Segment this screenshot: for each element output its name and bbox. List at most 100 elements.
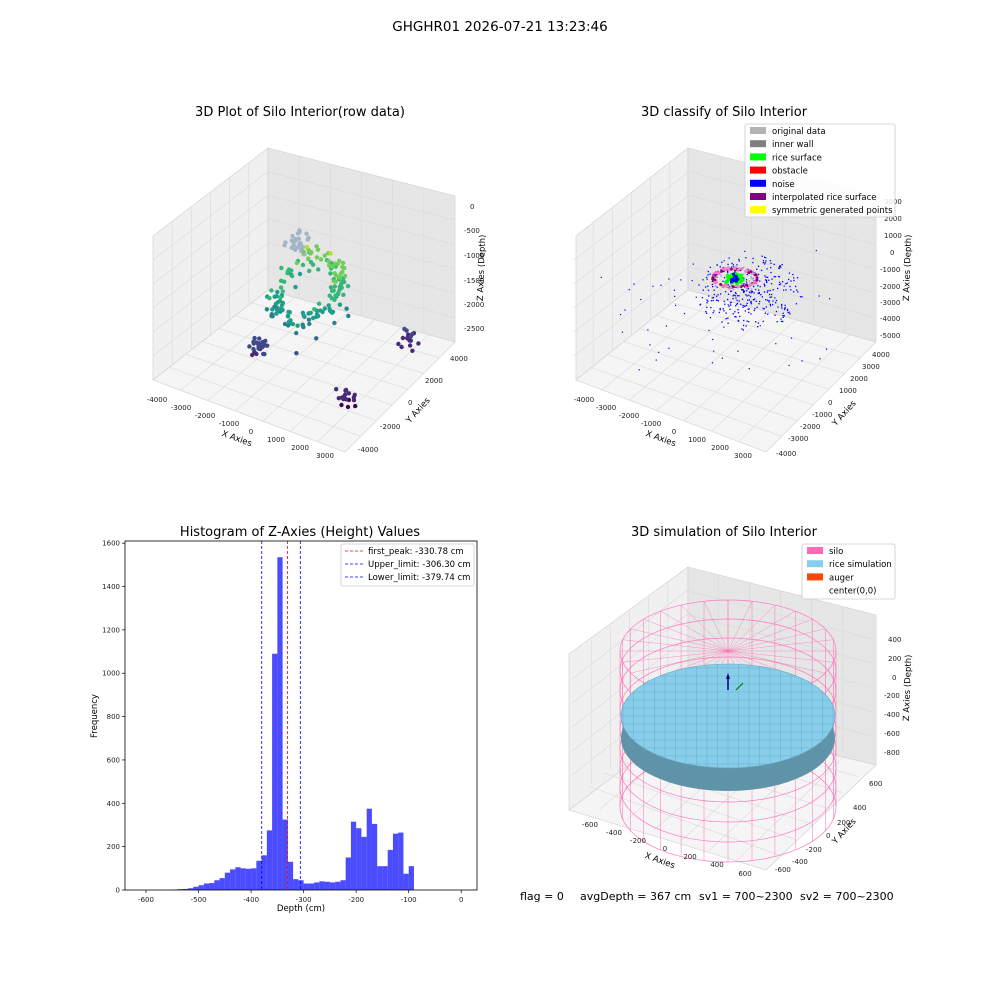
histogram-bar (251, 868, 257, 890)
histogram-bar (219, 878, 225, 890)
noise-point (766, 291, 768, 293)
noise-point (702, 289, 704, 291)
noise-point (723, 310, 725, 312)
silo-spoke (727, 639, 834, 652)
histogram-bar (240, 868, 246, 890)
original-point (750, 288, 753, 291)
data-point (296, 236, 301, 241)
noise-point (747, 288, 750, 290)
noise-point (732, 279, 736, 282)
data-point (270, 307, 275, 312)
silo-spoke (727, 628, 826, 652)
noise-point (713, 350, 715, 352)
noise-point (780, 266, 782, 268)
noise-point (673, 289, 675, 291)
noise-point (779, 265, 781, 267)
histogram-bar (324, 881, 330, 890)
auger (726, 673, 744, 691)
x-tick: 200 (683, 853, 696, 861)
y-axis-ticks: 0 200 400 600 800 1000 1200 1400 1600 (102, 540, 125, 895)
y-tick: -4000 (776, 450, 796, 458)
noise-point (756, 306, 758, 308)
original-point (750, 277, 753, 280)
histogram-bar (282, 819, 288, 890)
noise-point (733, 275, 737, 278)
noise-point (702, 279, 704, 281)
grid-line (639, 328, 829, 390)
data-point (254, 351, 259, 357)
noise-point (745, 257, 747, 259)
noise-point (783, 315, 785, 317)
noise-point (745, 325, 747, 327)
x-tick: -400 (243, 896, 259, 904)
histogram-legend: first_peak: -330.78 cm Upper_limit: -306.… (340, 543, 475, 587)
noise-point (762, 260, 765, 262)
grid-line (606, 354, 798, 421)
noise-point (719, 307, 721, 310)
grid-line (672, 302, 861, 359)
noise-point (733, 266, 735, 268)
histogram-bar (261, 855, 267, 890)
data-point (332, 320, 337, 326)
histogram-bars (172, 557, 414, 890)
silo-spoke (622, 650, 729, 663)
data-point (278, 285, 284, 290)
interpolated-point (711, 276, 715, 279)
data-point (301, 324, 306, 330)
noise-point (766, 281, 768, 284)
original-point (748, 279, 751, 282)
noise-point (716, 295, 718, 297)
noise-point (723, 277, 726, 279)
noise-point (754, 298, 756, 300)
x-tick: -400 (606, 829, 622, 837)
data-point (289, 245, 294, 250)
histogram-bar (298, 880, 304, 890)
data-point (286, 267, 292, 272)
noise-point (621, 331, 624, 333)
silo-spoke (630, 628, 729, 652)
noise-point (752, 261, 754, 264)
noise-point (734, 271, 736, 273)
noise-point (759, 286, 761, 288)
noise-point (764, 284, 766, 286)
simulation-3d-plot: 3D simulation of Silo Interior -600 -400… (568, 525, 914, 878)
noise-point (764, 262, 766, 264)
z-axis-label: Z Axies (Depth) (902, 654, 914, 721)
sv1-text: sv1 = 700~2300 (699, 890, 793, 903)
noise-point (734, 295, 736, 297)
noise-point (600, 276, 602, 278)
noise-point (713, 310, 715, 312)
silo-spoke (643, 618, 729, 652)
silo-spoke (727, 650, 834, 663)
data-point (273, 301, 279, 307)
data-point (341, 396, 346, 402)
noise-point (755, 321, 757, 323)
data-point (306, 235, 311, 240)
data-point (337, 275, 342, 280)
noise-point (747, 308, 749, 310)
data-point (295, 323, 300, 328)
legend-swatch (750, 179, 766, 187)
noise-point (713, 293, 715, 296)
noise-point (763, 291, 766, 293)
noise-point (742, 329, 744, 331)
histogram-bar (203, 883, 210, 890)
original-point (732, 288, 735, 291)
noise-point (801, 296, 803, 298)
noise-point (751, 290, 754, 293)
noise-point (750, 290, 752, 292)
noise-point (765, 279, 768, 282)
noise-point (748, 299, 750, 301)
noise-point (724, 303, 726, 305)
data-point (346, 313, 351, 319)
noise-point (775, 302, 777, 304)
data-point (400, 335, 406, 341)
noise-point (766, 299, 769, 301)
data-point (339, 281, 344, 287)
noise-point (729, 302, 732, 304)
noise-point (709, 317, 712, 319)
raw-data-plot-title: 3D Plot of Silo Interior(row data) (195, 105, 405, 120)
data-point (279, 265, 284, 271)
rice-surface-point (739, 278, 743, 283)
legend-entries: original data inner wall rice surface obsta… (750, 127, 893, 216)
